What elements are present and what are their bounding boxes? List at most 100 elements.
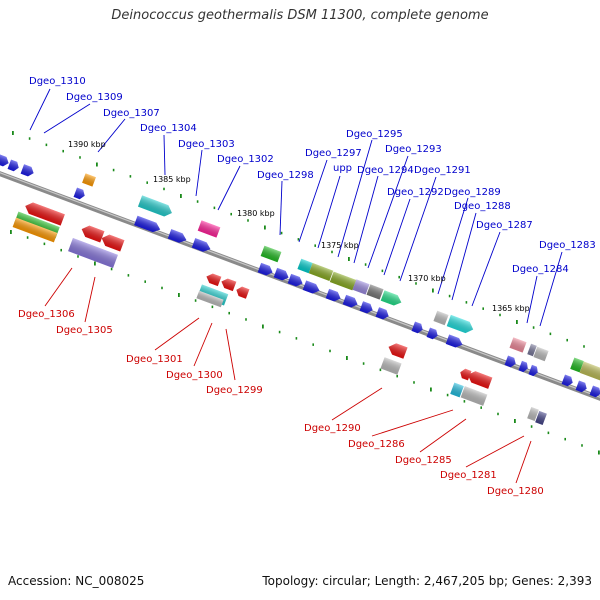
tick-mark	[213, 206, 216, 210]
leader-dgeo-1281	[465, 435, 525, 468]
forward-gene-arrow	[561, 374, 573, 387]
gene-1288	[446, 314, 474, 334]
forward-gene-arrow	[445, 334, 463, 348]
tick-mark	[448, 294, 451, 298]
tick-mark	[432, 288, 434, 293]
leader-dgeo-1299	[225, 328, 236, 381]
gene-1285	[460, 386, 488, 406]
leader-dgeo-1307	[97, 118, 126, 153]
gene-1286-red	[460, 368, 472, 381]
tick-marks	[10, 131, 600, 455]
gene-1293	[352, 279, 370, 295]
topology-text: Topology: circular; Length: 2,467,205 bp…	[262, 574, 592, 588]
gene-label-dgeo-1291: Dgeo_1291	[414, 165, 471, 176]
tick-mark	[530, 425, 533, 428]
gene-far-right-green	[570, 357, 584, 373]
forward-gene-arrow	[191, 238, 211, 252]
gene-1297	[297, 258, 313, 274]
gene-1301b	[196, 290, 224, 308]
label-leader-lines	[29, 88, 563, 484]
tick-mark	[396, 374, 398, 378]
forward-gene-arrow	[575, 380, 587, 393]
tick-mark	[532, 326, 535, 329]
leader-dgeo-1292	[383, 198, 411, 276]
leader-dgeo-1287	[471, 231, 501, 307]
tick-mark	[230, 212, 232, 216]
gene-label-dgeo-1288: Dgeo_1288	[454, 201, 511, 212]
gene-label-dgeo-1301: Dgeo_1301	[126, 354, 183, 365]
gene-label-upp: upp	[333, 163, 352, 174]
tick-mark	[262, 324, 264, 329]
scale-label-1365: 1365 kbp	[492, 304, 530, 313]
tick-mark	[144, 280, 146, 283]
scale-label-1390: 1390 kbp	[68, 140, 106, 149]
forward-gene-arrow	[20, 164, 34, 177]
leader-dgeo-1283	[539, 251, 563, 327]
gene-label-dgeo-1299: Dgeo_1299	[206, 385, 263, 396]
leader-dgeo-1285	[419, 418, 467, 453]
leader-dgeo-1309	[43, 103, 91, 134]
gene-1303	[197, 220, 221, 238]
tick-mark	[60, 248, 62, 252]
gene-1281	[527, 406, 539, 422]
leader-dgeo-1280	[515, 440, 532, 484]
tick-mark	[329, 349, 331, 353]
tick-mark	[264, 225, 266, 230]
tick-mark	[228, 311, 230, 315]
forward-gene-arrow	[273, 267, 289, 281]
leader-dgeo-1288	[451, 212, 477, 301]
forward-gene-arrow	[359, 301, 373, 314]
scale-label-1380: 1380 kbp	[237, 209, 275, 218]
scale-label-1370: 1370 kbp	[408, 274, 446, 283]
forward-gene-arrow	[342, 294, 358, 308]
scale-label-1375: 1375 kbp	[321, 241, 359, 250]
leader-dgeo-1294	[353, 175, 379, 264]
tick-mark	[245, 318, 247, 321]
tick-mark	[516, 320, 518, 324]
tick-mark	[346, 356, 348, 360]
tick-mark	[178, 293, 180, 297]
gene-label-dgeo-1281: Dgeo_1281	[440, 470, 497, 481]
tick-mark	[413, 381, 415, 384]
tick-mark	[398, 275, 400, 279]
gene-label-dgeo-1300: Dgeo_1300	[166, 370, 223, 381]
leader-dgeo-1291	[399, 176, 437, 282]
tick-mark	[581, 444, 583, 447]
tick-mark	[12, 131, 14, 135]
tick-mark	[110, 267, 113, 271]
tick-row-top	[12, 131, 585, 348]
gene-label-dgeo-1283: Dgeo_1283	[539, 240, 596, 251]
top-gene-labels: Dgeo_1310 Dgeo_1309 Dgeo_1307 Dgeo_1304 …	[29, 76, 596, 275]
leader-dgeo-1305	[84, 276, 96, 323]
forward-gene-arrow	[73, 187, 85, 200]
tick-mark	[180, 194, 182, 198]
map-title: Deinococcus geothermalis DSM 11300, comp…	[111, 8, 489, 23]
gene-1283b	[533, 346, 549, 362]
gene-1295	[308, 262, 334, 282]
gene-label-dgeo-1290: Dgeo_1290	[304, 423, 361, 434]
tick-mark	[112, 168, 115, 172]
forward-gene-arrow	[287, 273, 303, 287]
gene-label-dgeo-1306: Dgeo_1306	[18, 309, 75, 320]
forward-gene-arrow	[426, 327, 438, 340]
tick-mark	[364, 263, 367, 266]
tick-mark	[96, 162, 98, 167]
tick-mark	[194, 299, 197, 302]
gene-1306b	[12, 217, 58, 243]
tick-mark	[314, 244, 316, 247]
tick-mark	[514, 419, 516, 423]
gene-far-right-olive	[579, 361, 600, 381]
tick-mark	[381, 269, 384, 273]
leader-dgeo-1304	[163, 134, 166, 176]
gene-1298	[260, 245, 282, 263]
tick-mark	[280, 231, 283, 235]
tick-mark	[480, 406, 482, 409]
gene-label-dgeo-1286: Dgeo_1286	[348, 439, 405, 450]
leader-dgeo-1297	[298, 159, 328, 243]
tick-mark	[77, 255, 79, 258]
tick-mark	[247, 219, 249, 222]
tick-mark	[465, 301, 468, 304]
forward-gene-arrow	[504, 355, 516, 368]
tick-mark	[446, 393, 449, 397]
gene-label-dgeo-1284: Dgeo_1284	[512, 264, 569, 275]
